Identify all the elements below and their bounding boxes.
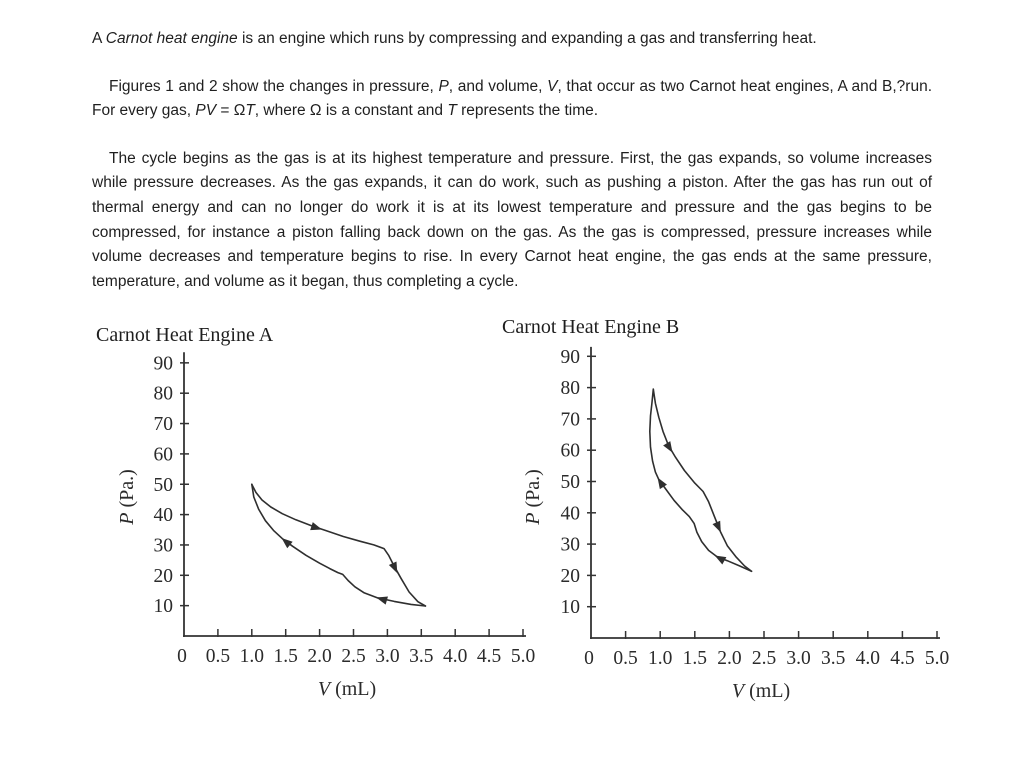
direction-arrow [281,537,293,549]
text-segment: = Ω [216,102,246,120]
paragraph-cycle: The cycle begins as the gas is at its hi… [92,147,932,295]
x-tick-label: 0.5 [613,648,637,669]
y-tick-label: 40 [154,505,174,526]
chart-b-plot: 0 0.5 1.0 1.5 2.0 2.5 3.0 3.5 4.0 4.5 5.0 10 20 30 40 5… [522,347,949,702]
y-tick-label: 60 [154,444,174,465]
paragraph-intro: A Carnot heat engine is an engine which … [92,27,932,52]
x-tick-label: 2.0 [307,646,331,667]
cycle-curve [251,483,427,607]
x-tick-label: 4.0 [856,648,880,669]
x-tick-label: 3.0 [375,646,399,667]
italic-text: V [547,77,558,95]
passage-text: A Carnot heat engine is an engine which … [92,27,932,294]
x-tick-label: 3.0 [786,648,810,669]
y-tick-label: 30 [561,535,581,556]
x-tick-label: 5.0 [925,648,949,669]
x-tick-label: 3.5 [409,646,433,667]
x-tick-label: 4.5 [890,648,914,669]
x-tick-label: 4.5 [477,646,501,667]
y-tick-label: 80 [561,378,581,399]
text-segment: , that occur as two Carnot heat engines,… [92,77,933,120]
x-tick-label: 3.5 [821,648,845,669]
y-tick-label: 90 [154,353,174,374]
text-segment: represents the time. [456,102,599,120]
italic-text: P [438,77,449,95]
y-tick-label: 40 [561,503,581,524]
x-tick-label: 1.0 [240,646,264,667]
direction-arrow [663,441,673,453]
direction-arrow [388,561,398,574]
italic-text: T [245,102,255,120]
x-tick-label: 5.0 [511,646,535,667]
y-tick-label: 20 [561,566,581,587]
direction-arrow [712,520,721,533]
y-tick-label: 80 [154,384,174,405]
y-tick-label: 30 [154,535,174,556]
cycle-curve [251,483,427,607]
direction-arrow [657,477,667,490]
italic-text: PV [195,102,217,120]
y-tick-label: 60 [561,441,581,462]
x-tick-label: 1.5 [274,646,298,667]
y-tick-label: 10 [561,597,581,618]
x-tick-label: 0.5 [206,646,230,667]
y-axis-label: P (Pa.) [116,469,138,526]
y-axis-label: P (Pa.) [522,469,544,526]
y-tick-label: 70 [154,414,174,435]
text-segment: is an engine which runs by compressing a… [237,30,817,47]
y-tick-label: 10 [154,596,174,617]
chart-b-title: Carnot Heat Engine B [502,316,680,338]
x-tick-label: 2.0 [717,648,741,669]
x-tick-label: 2.5 [752,648,776,669]
y-tick-label: 70 [561,409,581,430]
x-tick-label: 0 [584,648,594,669]
x-tick-label: 4.0 [443,646,467,667]
text-segment: A [92,30,106,47]
direction-arrow [714,555,727,565]
x-tick-label: 1.5 [683,648,707,669]
cycle-curve [649,388,753,573]
italic-text: Carnot heat engine [105,30,238,47]
x-axis-label: V (mL) [732,680,790,702]
x-tick-label: 1.0 [648,648,672,669]
x-axis-label: V (mL) [318,678,376,700]
y-tick-label: 20 [154,566,174,587]
text-segment: , and volume, [448,77,548,95]
italic-text: T [447,102,457,120]
direction-arrow [310,522,322,531]
text-segment: The cycle begins as the gas is at its hi… [92,149,932,290]
direction-arrow [376,596,388,605]
chart-a-plot: 0 0.5 1.0 1.5 2.0 2.5 3.0 3.5 4.0 4.5 5.0 10 20 30 40 5… [116,352,535,700]
text-segment: , where Ω is a constant and [254,102,448,120]
chart-a-title: Carnot Heat Engine A [96,324,274,346]
x-tick-label: 0 [177,646,187,667]
y-tick-label: 90 [561,347,581,368]
y-tick-label: 50 [154,475,174,496]
y-tick-label: 50 [561,472,581,493]
paragraph-figures: Figures 1 and 2 show the changes in pres… [92,75,932,124]
text-segment: Figures 1 and 2 show the changes in pres… [109,77,439,95]
cycle-curve [652,388,753,573]
x-tick-label: 2.5 [341,646,365,667]
